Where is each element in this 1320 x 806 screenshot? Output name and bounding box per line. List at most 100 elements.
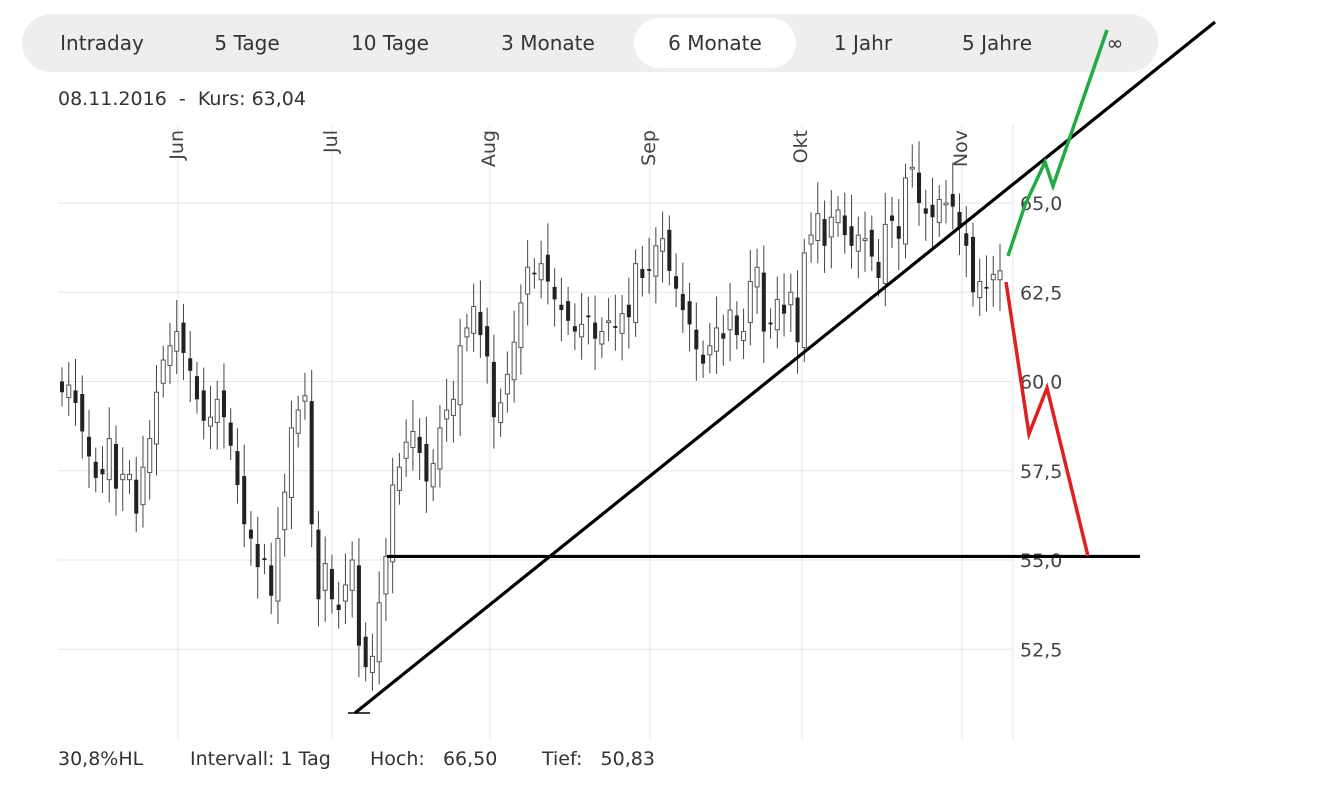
candle: [701, 340, 706, 378]
y-tick-label: 52,5: [1020, 639, 1062, 661]
candle-body: [302, 395, 308, 402]
tab-5-jahre[interactable]: 5 Jahre: [962, 31, 1032, 55]
candle-body: [430, 463, 436, 488]
candle: [275, 507, 281, 624]
candle-body: [984, 286, 989, 289]
candle-body: [316, 529, 321, 600]
candle: [896, 199, 901, 271]
candle: [504, 351, 510, 413]
candle: [424, 416, 429, 513]
candle-body: [593, 322, 598, 339]
candle-body: [909, 166, 915, 170]
tab-10-tage[interactable]: 10 Tage: [351, 31, 429, 55]
candle-body: [552, 286, 557, 300]
x-tick-label: Sep: [638, 130, 660, 166]
candle-body: [444, 409, 450, 420]
candle: [383, 537, 389, 622]
tab-max[interactable]: ∞: [1106, 31, 1124, 55]
candle: [113, 425, 119, 516]
candle-body: [134, 479, 139, 514]
candle-body: [626, 304, 631, 318]
candle-body: [417, 436, 422, 453]
candle: [815, 182, 821, 264]
candle: [774, 276, 780, 349]
candle-body: [450, 398, 456, 416]
candle-body: [890, 215, 895, 221]
footer-high-value: 66,50: [442, 748, 498, 770]
candle: [890, 196, 895, 248]
candle-body: [93, 461, 98, 478]
candle: [593, 295, 598, 371]
candle-body: [464, 327, 470, 338]
quote-info: 08.11.2016 - Kurs: 63,04: [58, 88, 306, 110]
candle: [214, 380, 220, 450]
trendline: [353, 20, 1217, 715]
candle-body: [100, 468, 105, 475]
candle-body: [586, 315, 591, 318]
candle-body: [606, 320, 612, 324]
candle-body: [194, 376, 199, 400]
quote-price-label: Kurs:: [197, 88, 246, 110]
candle: [619, 295, 625, 361]
tab-3-monate[interactable]: 3 Monate: [501, 31, 595, 55]
candle: [188, 331, 193, 403]
candle-body: [660, 238, 666, 252]
candle: [444, 378, 450, 442]
candle-body: [916, 172, 922, 203]
candle-body: [437, 427, 443, 470]
candle-body: [201, 390, 206, 421]
candle: [862, 211, 868, 272]
candle: [687, 282, 692, 352]
candle: [835, 195, 841, 237]
candle: [181, 304, 186, 381]
candle-body: [849, 226, 854, 246]
candle-body: [288, 427, 294, 499]
candle-body: [66, 384, 72, 399]
x-tick-label: Jul: [320, 130, 342, 154]
candle-body: [774, 298, 780, 331]
candle: [134, 456, 139, 533]
tab-5-tage[interactable]: 5 Tage: [214, 31, 280, 55]
candle: [984, 255, 989, 312]
candle-body: [761, 272, 766, 332]
candle-body: [235, 451, 240, 486]
candle-body: [511, 341, 517, 381]
candle-body: [504, 373, 510, 395]
candle: [842, 192, 847, 254]
candle: [572, 303, 577, 351]
tab-intraday[interactable]: Intraday: [60, 31, 144, 55]
candle: [909, 144, 915, 188]
candle-body: [518, 302, 524, 349]
candle-body: [167, 345, 173, 366]
candle: [390, 457, 396, 594]
tab-6-monate[interactable]: 6 Monate: [634, 18, 796, 68]
candle-body: [768, 322, 773, 325]
tab-1-jahr[interactable]: 1 Jahr: [833, 31, 893, 55]
candle: [269, 542, 274, 615]
candle: [511, 310, 517, 403]
candle: [485, 307, 490, 384]
candle-body: [876, 261, 881, 278]
candle-body: [566, 301, 571, 321]
candle: [923, 189, 928, 241]
candle: [782, 273, 787, 337]
candle-body: [282, 491, 288, 531]
candle-body: [741, 331, 747, 341]
candle: [457, 318, 463, 437]
candle: [242, 444, 247, 548]
candle: [741, 308, 747, 360]
candle-body: [349, 559, 355, 591]
candle-body: [701, 354, 706, 364]
candle: [566, 286, 571, 336]
candle: [586, 296, 591, 345]
candle: [153, 365, 159, 476]
candle-body: [734, 315, 739, 336]
candle: [788, 273, 794, 332]
candle: [849, 194, 854, 269]
candle-body: [295, 409, 301, 434]
candle-body: [255, 543, 260, 568]
candle-body: [815, 213, 821, 241]
candle-body: [59, 381, 65, 393]
candle-body: [936, 198, 942, 224]
candle: [80, 375, 85, 459]
